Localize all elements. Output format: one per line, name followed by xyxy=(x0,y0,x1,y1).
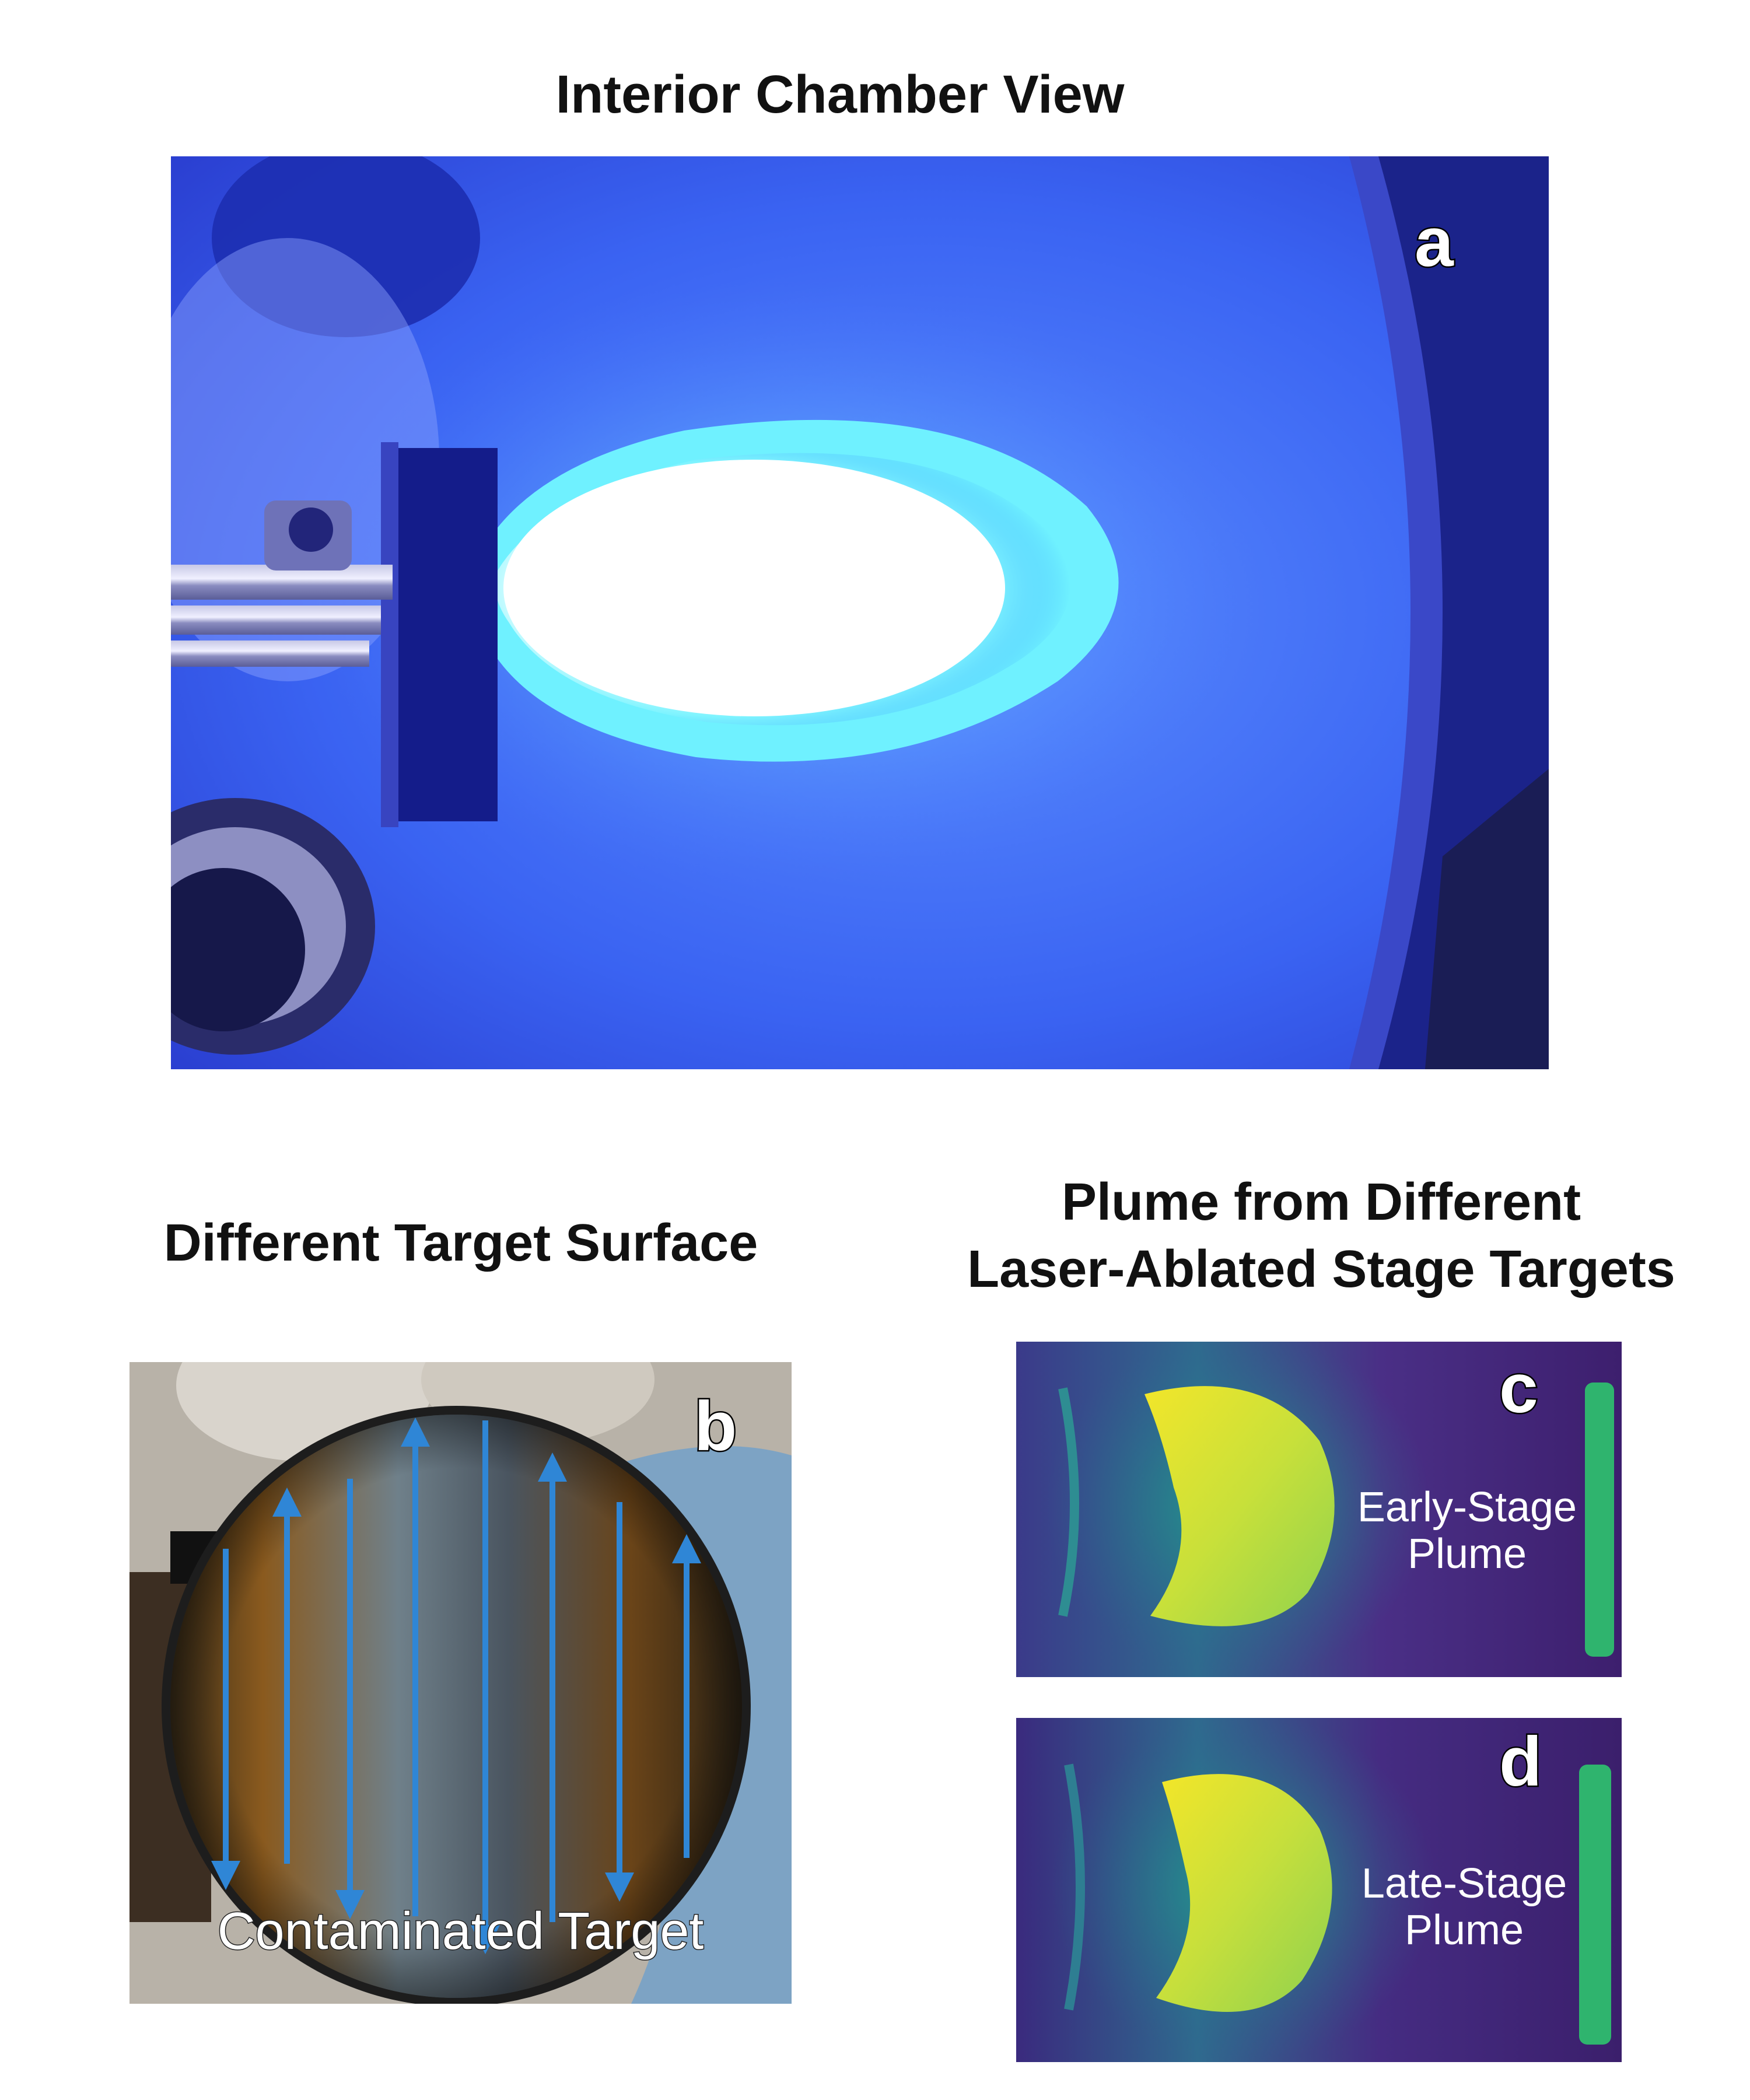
target-surface-photo xyxy=(130,1362,792,2004)
panel-d-letter: d xyxy=(1497,1723,1543,1801)
early-stage-plume-image xyxy=(1016,1342,1622,1677)
panel-b-title: Different Target Surface xyxy=(163,1214,758,1272)
late-stage-plume-label-line1: Late-Stage xyxy=(1361,1860,1567,1907)
panel-a-letter: a xyxy=(1413,203,1455,281)
panel-cd-title-line1: Plume from Different xyxy=(1061,1173,1581,1231)
panel-b-letter: b xyxy=(692,1387,738,1465)
panel-c-letter: c xyxy=(1498,1349,1540,1427)
early-stage-plume-label-line1: Early-Stage xyxy=(1357,1484,1577,1531)
panel-a-title: Interior Chamber View xyxy=(555,65,1125,124)
late-stage-plume-label-line2: Plume xyxy=(1404,1907,1524,1954)
contaminated-target-caption: Contaminated Target xyxy=(216,1902,705,1962)
panel-cd-title-line2: Laser-Ablated Stage Targets xyxy=(967,1240,1675,1298)
late-stage-plume-image xyxy=(1016,1718,1622,2062)
early-stage-plume-label-line2: Plume xyxy=(1407,1531,1527,1577)
chamber-photo xyxy=(171,156,1549,1069)
